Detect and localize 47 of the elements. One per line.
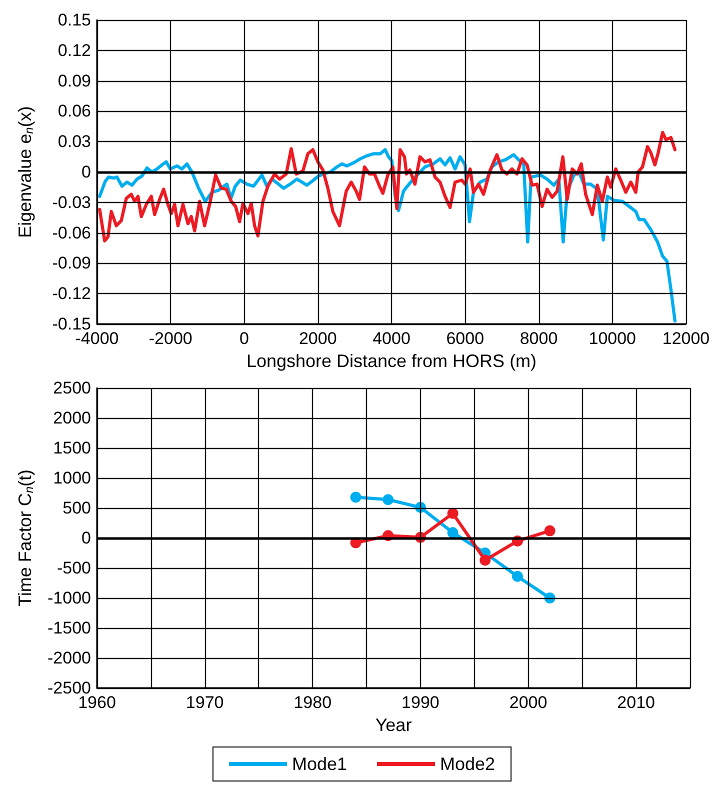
x-tick-label: 1980	[294, 693, 332, 712]
x-tick-label: 2010	[617, 693, 656, 712]
y-tick-label: 2000	[53, 408, 91, 428]
point	[480, 554, 491, 566]
y-tick-label: 0.03	[58, 132, 91, 152]
y-tick-label: 2500	[53, 378, 91, 398]
x-tick-label: 4000	[372, 329, 410, 348]
y-tick-label: -1000	[48, 588, 91, 608]
y-tick-label: 0.09	[58, 71, 91, 90]
y-tick-label: 0	[82, 528, 91, 548]
y-tick-label: 500	[62, 498, 91, 518]
x-tick-label: 12000	[662, 329, 710, 348]
y-axis-title: Time Factor Cn(t)	[15, 469, 36, 607]
x-tick-label: 2000	[509, 693, 548, 712]
x-tick-label: -2000	[148, 329, 192, 348]
y-tick-label: -0.03	[52, 192, 91, 212]
y-axis-title: Eigenvalue en(x)	[15, 106, 36, 238]
y-tick-label: 0.12	[58, 40, 91, 60]
point	[447, 508, 458, 519]
line-series	[98, 130, 677, 243]
x-tick-label: 8000	[520, 329, 558, 348]
x-tick-label: 1990	[402, 693, 440, 712]
y-tick-label: -0.09	[52, 254, 91, 273]
y-tick-label: 0.15	[58, 10, 91, 30]
x-tick-label: 6000	[446, 329, 484, 348]
y-tick-label: 1500	[53, 438, 91, 458]
point	[382, 494, 394, 506]
y-tick-label: 1000	[53, 468, 91, 488]
x-tick-label: 10000	[588, 329, 636, 348]
x-tick-label: 0	[240, 329, 249, 348]
y-tick-label: -2000	[48, 648, 91, 668]
y-tick-label: -1500	[48, 618, 91, 638]
y-tick-label: 0	[82, 162, 91, 182]
legend-label: Mode1	[292, 754, 348, 774]
point	[350, 492, 362, 503]
point	[544, 525, 556, 536]
y-tick-label: -0.06	[52, 223, 91, 242]
point	[512, 570, 523, 582]
y-tick-label: -500	[56, 558, 91, 578]
point	[447, 527, 458, 538]
legend-label: Mode2	[440, 754, 496, 774]
x-tick-label: 1970	[186, 693, 224, 712]
x-axis-title: Year	[375, 714, 412, 735]
y-tick-label: 0.06	[58, 102, 91, 121]
x-tick-label: 2000	[298, 329, 337, 348]
x-axis-title: Longshore Distance from HORS (m)	[246, 350, 537, 371]
y-tick-label: -0.12	[52, 284, 91, 304]
